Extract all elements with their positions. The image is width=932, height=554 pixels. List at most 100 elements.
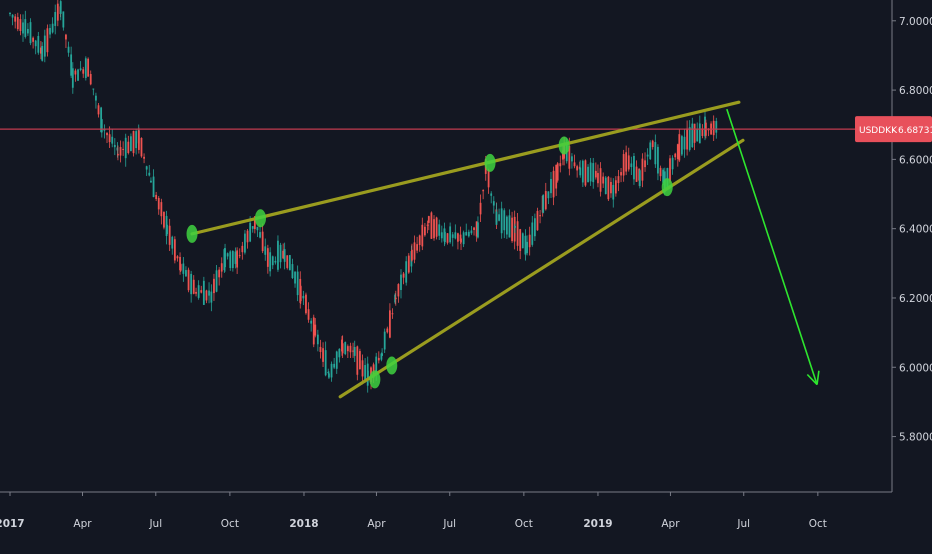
candle-body (282, 250, 285, 259)
candle-body (364, 365, 367, 382)
candle-body (253, 216, 256, 230)
candle-body (659, 167, 662, 177)
candle-body (473, 227, 475, 230)
forecast-arrow-head (816, 370, 820, 385)
candle-body (559, 163, 562, 167)
candle-body (97, 105, 100, 115)
candle-body (579, 167, 582, 176)
candle-body (127, 141, 130, 154)
candle-body (400, 274, 402, 290)
candle-body (444, 231, 446, 243)
candle-body (426, 224, 429, 226)
candle-body (157, 198, 160, 210)
candle-body (607, 176, 610, 200)
candle-body (302, 295, 305, 299)
candle-body (224, 248, 226, 268)
candle-body (9, 12, 11, 15)
candle-body (87, 58, 90, 77)
candle-body (92, 88, 95, 90)
candle-body (200, 290, 203, 293)
candle-body (56, 3, 59, 21)
candle-body (277, 240, 279, 270)
candle-body (416, 244, 419, 251)
candle-body (550, 178, 552, 194)
candle-body (405, 261, 408, 283)
candle-body (467, 231, 470, 237)
candle-body (79, 68, 82, 71)
candle-body (269, 252, 272, 272)
candle-body (32, 37, 35, 42)
candle-body (696, 129, 699, 142)
candle-body (187, 269, 190, 291)
price-tick-label: 6.20000 (899, 293, 932, 305)
price-tick-label: 6.80000 (899, 85, 932, 97)
candle-body (65, 34, 67, 40)
candle-body (691, 123, 694, 148)
candle-body (59, 1, 62, 14)
candle-body (291, 264, 294, 279)
candle-body (391, 313, 394, 315)
candle-body (349, 345, 352, 353)
trendline-layer[interactable] (190, 100, 745, 399)
candle-body (182, 263, 185, 274)
forecast-arrow-layer[interactable] (726, 108, 820, 386)
candle-body (526, 241, 528, 254)
time-axis[interactable]: 2017 Apr Jul Oct 2018 Apr Jul Oct 2019 Apr Jul Oct (0, 491, 892, 530)
candle-body (380, 353, 383, 360)
candle-body (113, 144, 116, 148)
candle-body (475, 221, 478, 237)
candle-body (251, 226, 254, 229)
candle-body (231, 251, 234, 269)
candle-layer (9, 0, 718, 393)
price-axis[interactable]: 7.00000 6.80000 6.60000 6.40000 6.20000 6.000… (891, 0, 932, 492)
candle-body (179, 256, 181, 271)
candle-body (402, 273, 405, 278)
candle-body (89, 74, 92, 85)
candle-body (654, 142, 657, 165)
candle-body (27, 28, 29, 34)
candle-body (451, 234, 454, 238)
time-tick-label: Apr (661, 518, 680, 530)
candle-body (599, 168, 602, 192)
candle-body (197, 285, 200, 298)
candle-body (617, 176, 620, 184)
candle-body (14, 16, 17, 22)
candle-body (407, 255, 410, 273)
candle-body (286, 255, 289, 268)
candle-body (688, 127, 691, 150)
candle-body (41, 46, 44, 61)
candle-body (610, 181, 612, 194)
price-tag-background (855, 116, 932, 143)
candle-body (279, 244, 282, 263)
candle-body (508, 215, 511, 238)
last-price-label: 6.68731 (898, 126, 932, 136)
candle-body (438, 224, 441, 236)
candle-body (433, 219, 435, 239)
candle-body (238, 255, 241, 257)
candle-body (106, 132, 108, 136)
candle-body (246, 230, 249, 243)
candle-body (465, 231, 468, 236)
candle-body (701, 128, 704, 136)
candle-body (521, 233, 524, 249)
candle-body (51, 23, 54, 33)
candle-body (271, 256, 274, 266)
time-tick-label: Oct (809, 518, 827, 530)
candle-body (299, 286, 302, 302)
candle-body (394, 297, 397, 300)
candle-body (137, 130, 140, 150)
candle-body (662, 169, 665, 183)
candle-body (479, 202, 482, 215)
touch-point-marker (558, 136, 570, 155)
candle-body (446, 233, 449, 243)
candle-body (122, 148, 125, 150)
candle-body (234, 251, 237, 264)
candle-body (176, 256, 179, 259)
candle-body (160, 202, 163, 217)
candle-body (712, 120, 715, 136)
candle-body (100, 119, 103, 133)
candle-body (192, 279, 195, 294)
time-tick-label: Apr (73, 518, 92, 530)
